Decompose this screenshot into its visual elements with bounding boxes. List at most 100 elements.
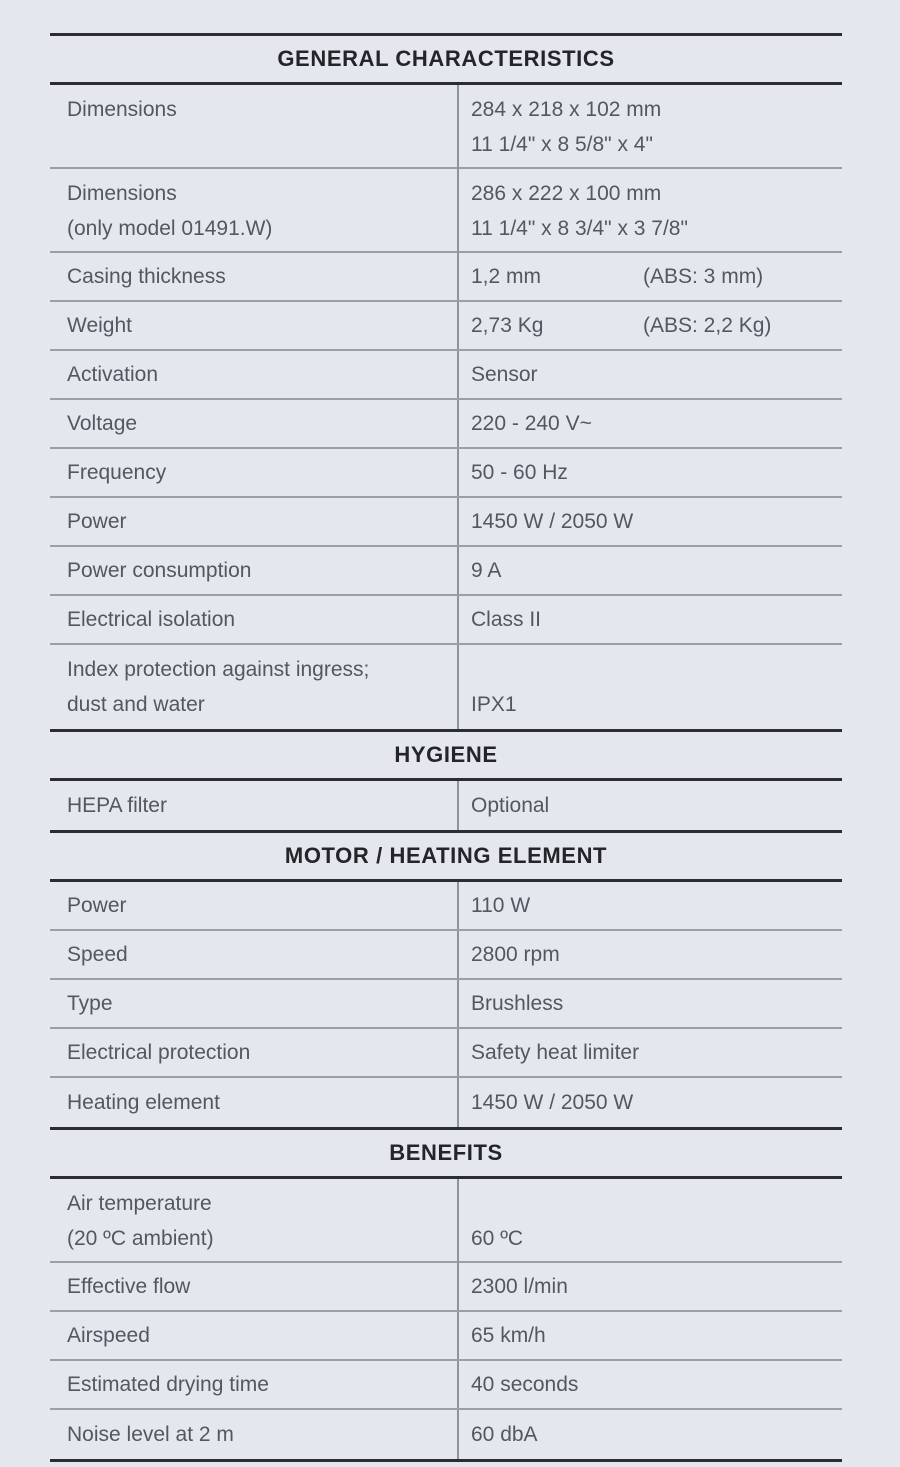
spec-label-line: Electrical protection — [67, 1041, 251, 1064]
spec-value: 9 A — [459, 547, 842, 594]
spec-value: 2300 l/min — [459, 1263, 842, 1310]
spec-value-text: 60 ºC — [471, 1227, 524, 1250]
spec-label-line: Voltage — [67, 412, 138, 435]
spec-row-electrical-isolation: Electrical isolation Class II — [50, 596, 842, 645]
spec-value: 40 seconds — [459, 1361, 842, 1408]
spec-row-index-protection-against-ingress: Index protection against ingress; dust an… — [50, 645, 842, 729]
spec-label: Dimensions (only model 01491.W) — [50, 169, 459, 253]
spec-label: Noise level at 2 m — [50, 1410, 459, 1459]
spec-label: Voltage — [50, 400, 459, 447]
spec-label-line: Noise level at 2 m — [67, 1423, 234, 1446]
spec-label: Air temperature (20 ºC ambient) — [50, 1179, 459, 1263]
spec-value: IPX1 — [459, 645, 842, 729]
spec-row-power: Power 110 W — [50, 882, 842, 931]
spec-value-text: 2300 l/min — [471, 1275, 568, 1298]
spec-value-text: 1,2 mm — [471, 265, 542, 288]
spec-value-line: 65 km/h — [471, 1318, 842, 1353]
section-title: MOTOR / HEATING ELEMENT — [50, 830, 842, 882]
spec-value-line: Class II — [471, 602, 842, 637]
spec-value-line: 284 x 218 x 102 mm — [471, 92, 842, 127]
spec-value-text: 11 1/4" x 8 5/8" x 4" — [471, 133, 653, 156]
spec-label-line: Electrical isolation — [67, 608, 236, 631]
spec-label: Casing thickness — [50, 253, 459, 300]
spec-value: 2,73 Kg (ABS: 2,2 Kg) — [459, 302, 842, 349]
spec-value-line: 60 ºC — [471, 1221, 842, 1256]
spec-value-text: Sensor — [471, 363, 538, 386]
spec-value-line: 1,2 mm (ABS: 3 mm) — [471, 259, 842, 294]
spec-value: 65 km/h — [459, 1312, 842, 1359]
spec-row-air-temperature: Air temperature (20 ºC ambient) 60 ºC — [50, 1179, 842, 1263]
spec-value-text: 11 1/4" x 8 3/4" x 3 7/8" — [471, 217, 688, 240]
spec-row-power-consumption: Power consumption 9 A — [50, 547, 842, 596]
section-motor-heating-element: MOTOR / HEATING ELEMENT Power 110 W Speed 28… — [50, 830, 842, 1127]
spec-value-line: Safety heat limiter — [471, 1035, 842, 1070]
spec-label-line: Effective flow — [67, 1275, 191, 1298]
spec-value-line: 50 - 60 Hz — [471, 455, 842, 490]
section-body: Air temperature (20 ºC ambient) 60 ºC Effec… — [50, 1179, 842, 1462]
spec-value: 60 ºC — [459, 1179, 842, 1263]
spec-row-voltage: Voltage 220 - 240 V~ — [50, 400, 842, 449]
section-body: Power 110 W Speed 2800 rpm Type Brushless Elec… — [50, 882, 842, 1127]
spec-row-power: Power 1450 W / 2050 W — [50, 498, 842, 547]
spec-label-line: Type — [67, 992, 113, 1015]
spec-label: Activation — [50, 351, 459, 398]
spec-value: 1450 W / 2050 W — [459, 1078, 842, 1127]
spec-value-line: 11 1/4" x 8 3/4" x 3 7/8" — [471, 211, 842, 246]
spec-label: Heating element — [50, 1078, 459, 1127]
spec-value-text: 9 A — [471, 559, 502, 582]
spec-row-effective-flow: Effective flow 2300 l/min — [50, 1263, 842, 1312]
spec-value-text: Class II — [471, 608, 542, 631]
spec-value: 2800 rpm — [459, 931, 842, 978]
spec-value-text: 284 x 218 x 102 mm — [471, 98, 662, 121]
spec-label-line: Estimated drying time — [67, 1373, 269, 1396]
spec-label: Power — [50, 498, 459, 545]
spec-label-line: dust and water — [67, 693, 205, 716]
spec-value-line: 110 W — [471, 888, 842, 923]
section-benefits: BENEFITS Air temperature (20 ºC ambient) 60… — [50, 1127, 842, 1462]
spec-label: Type — [50, 980, 459, 1027]
spec-row-noise-level-at-2-m: Noise level at 2 m 60 dbA — [50, 1410, 842, 1459]
spec-value-text: Safety heat limiter — [471, 1041, 640, 1064]
spec-value-line: Optional — [471, 788, 842, 823]
spec-label-line: Power consumption — [67, 559, 252, 582]
spec-label-line: Dimensions — [67, 98, 177, 121]
spec-row-electrical-protection: Electrical protection Safety heat limiter — [50, 1029, 842, 1078]
spec-value-line: 40 seconds — [471, 1367, 842, 1402]
section-general-characteristics: GENERAL CHARACTERISTICS Dimensions 284 x 2… — [50, 33, 842, 729]
spec-row-type: Type Brushless — [50, 980, 842, 1029]
spec-value-text: 2,73 Kg — [471, 314, 544, 337]
spec-value: 60 dbA — [459, 1410, 842, 1459]
spec-value: 284 x 218 x 102 mm 11 1/4" x 8 5/8" x 4" — [459, 85, 842, 169]
spec-label: HEPA filter — [50, 781, 459, 830]
spec-value-text: Brushless — [471, 992, 564, 1015]
spec-value-line: Sensor — [471, 357, 842, 392]
spec-value-line: 2300 l/min — [471, 1269, 842, 1304]
spec-label-line: (20 ºC ambient) — [67, 1227, 214, 1250]
spec-row-dimensions: Dimensions (only model 01491.W) 286 x 222 … — [50, 169, 842, 253]
spec-label-line: Activation — [67, 363, 159, 386]
spec-label-line: Power — [67, 510, 127, 533]
spec-value: Brushless — [459, 980, 842, 1027]
section-title: HYGIENE — [50, 729, 842, 781]
spec-value-text: 1450 W / 2050 W — [471, 510, 634, 533]
spec-value-text: 110 W — [471, 894, 531, 917]
spec-label-line: HEPA filter — [67, 794, 167, 817]
spec-value-line: IPX1 — [471, 687, 842, 722]
spec-value-secondary: (ABS: 3 mm) — [643, 265, 764, 288]
section-body: Dimensions 284 x 218 x 102 mm 11 1/4" x 8 … — [50, 85, 842, 729]
spec-value-text: 50 - 60 Hz — [471, 461, 568, 484]
spec-value-secondary: (ABS: 2,2 Kg) — [643, 314, 772, 337]
spec-value-text: IPX1 — [471, 693, 517, 716]
spec-row-airspeed: Airspeed 65 km/h — [50, 1312, 842, 1361]
spec-label: Power — [50, 882, 459, 929]
section-body: HEPA filter Optional — [50, 781, 842, 830]
spec-label-line: Weight — [67, 314, 132, 337]
spec-row-heating-element: Heating element 1450 W / 2050 W — [50, 1078, 842, 1127]
spec-label-line: Speed — [67, 943, 128, 966]
spec-value: Safety heat limiter — [459, 1029, 842, 1076]
spec-label-line: Airspeed — [67, 1324, 150, 1347]
spec-label-line: Heating element — [67, 1091, 220, 1114]
spec-value-line: 2,73 Kg (ABS: 2,2 Kg) — [471, 308, 842, 343]
spec-label: Weight — [50, 302, 459, 349]
spec-value-text: 286 x 222 x 100 mm — [471, 182, 662, 205]
